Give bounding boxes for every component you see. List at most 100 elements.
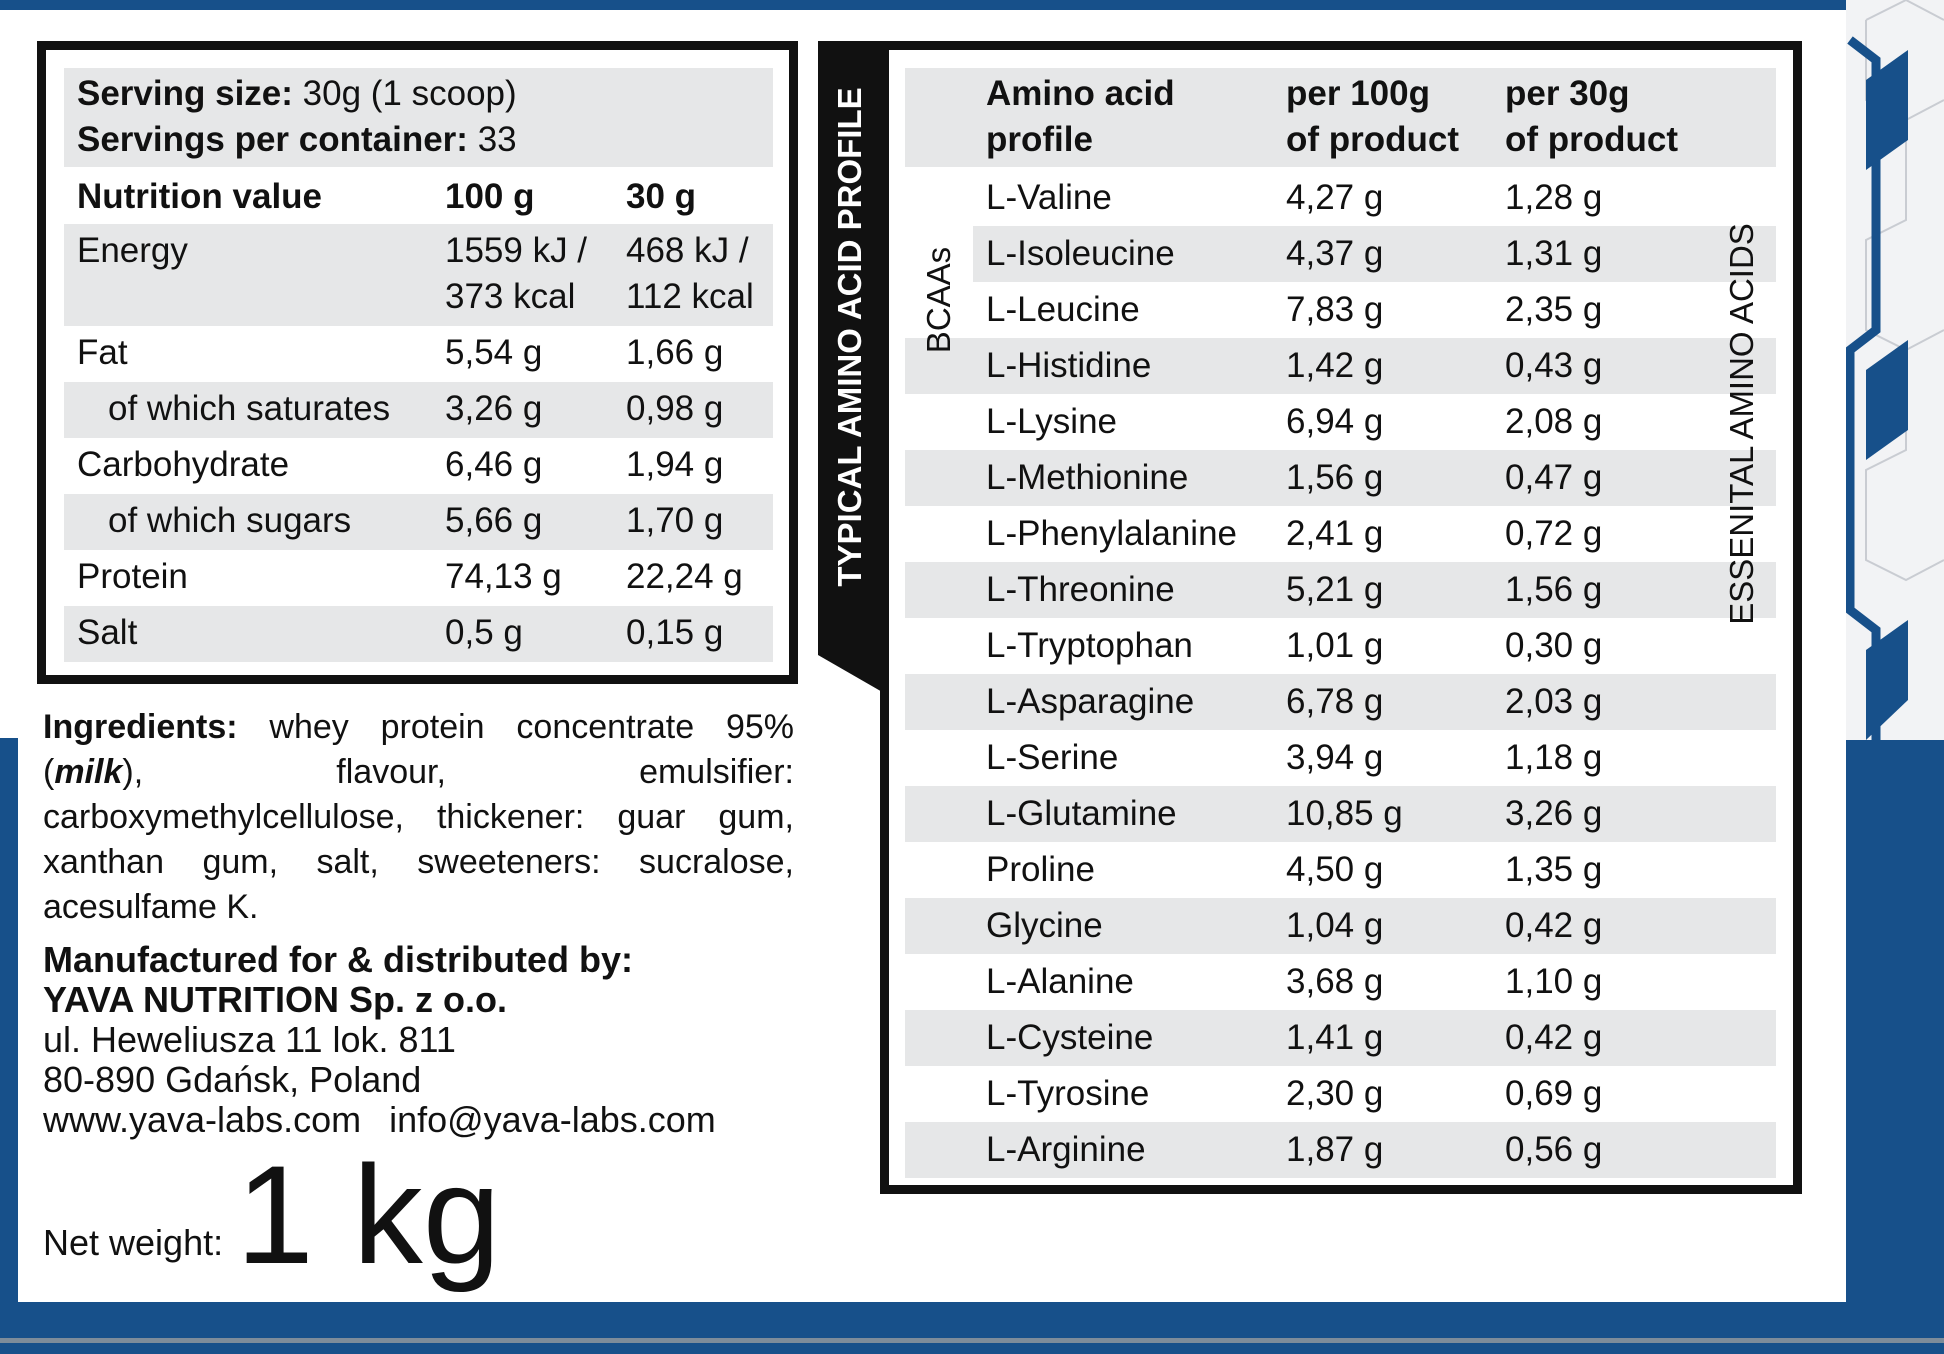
side-title: TYPICAL AMINO ACID PROFILE (831, 87, 868, 586)
cell: L-Threonine (986, 570, 1175, 609)
nutrition-row: Salt 0,5 g 0,15 g (64, 606, 773, 662)
cell: L-Asparagine (986, 682, 1195, 721)
email: info@yava-labs.com (389, 1099, 716, 1140)
bcaa-label: BCAAs (920, 246, 957, 354)
amino-header: Amino acid profile per 100g of product per 3… (905, 68, 1776, 167)
cell-line: Amino acid (986, 74, 1175, 113)
cell: 0,5 g (445, 613, 523, 652)
cell: L-Histidine (986, 346, 1152, 385)
nutrition-row: Carbohydrate 6,46 g 1,94 g (64, 438, 773, 494)
cell: Protein (77, 557, 188, 596)
company: YAVA NUTRITION Sp. z o.o. (43, 979, 508, 1020)
cell: Glycine (986, 906, 1103, 945)
amino-row: L-Methionine 1,56 g 0,47 g (905, 450, 1776, 506)
cell: Nutrition value (77, 177, 323, 216)
essential-label: ESSENITAL AMINO ACIDS (1723, 223, 1760, 625)
cell: per 100g of product (1286, 71, 1459, 163)
serving-label: Serving size: (77, 74, 293, 113)
cell: L-Cysteine (986, 1018, 1154, 1057)
cell: 5,66 g (445, 501, 543, 540)
cell: 0,98 g (626, 389, 724, 428)
cell: 0,56 g (1505, 1130, 1603, 1169)
cell: L-Tyrosine (986, 1074, 1150, 1113)
cell: 1,56 g (1505, 570, 1603, 609)
cell: Carbohydrate (77, 445, 290, 484)
cell: 1,28 g (1505, 178, 1603, 217)
amino-row: L-Threonine 5,21 g 1,56 g (905, 562, 1776, 618)
cell: 6,78 g (1286, 682, 1384, 721)
amino-row: L-Isoleucine 4,37 g 1,31 g (973, 226, 1776, 282)
cell: 1,35 g (1505, 850, 1603, 889)
serving-value: 30g (1 scoop) (302, 74, 517, 113)
cell: 1,42 g (1286, 346, 1384, 385)
cell: L-Serine (986, 738, 1119, 777)
cell-line: 468 kJ / (626, 231, 749, 270)
net-weight: 1 kg (236, 1136, 501, 1293)
decor (1846, 0, 1944, 760)
amino-row: L-Histidine 1,42 g 0,43 g (905, 338, 1776, 394)
cell: 3,26 g (1505, 794, 1603, 833)
cell: 22,24 g (626, 557, 743, 596)
amino-row: L-Asparagine 6,78 g 2,03 g (905, 674, 1776, 730)
cell: L-Alanine (986, 962, 1134, 1001)
cell: 7,83 g (1286, 290, 1384, 329)
nutrition-row: of which saturates 3,26 g 0,98 g (64, 382, 773, 438)
cell: L-Tryptophan (986, 626, 1193, 665)
cell: 30 g (626, 177, 697, 216)
cell: 0,72 g (1505, 514, 1603, 553)
amino-row: L-Arginine 1,87 g 0,56 g (905, 1122, 1776, 1178)
ingredients-text: ), flavour, emulsifier: carboxymethylcel… (43, 753, 794, 926)
nutrition-row: Energy 1559 kJ / 373 kcal 468 kJ / 112 kcal (64, 224, 773, 326)
cell: Energy (77, 231, 188, 270)
amino-row: L-Alanine 3,68 g 1,10 g (905, 954, 1776, 1010)
cell: L-Methionine (986, 458, 1189, 497)
cell-line: of product (1505, 120, 1679, 159)
cell: 2,30 g (1286, 1074, 1384, 1113)
cell-line: 1559 kJ / (445, 231, 588, 270)
cell: 0,47 g (1505, 458, 1603, 497)
cell: 5,54 g (445, 333, 543, 372)
cell: 0,30 g (1505, 626, 1603, 665)
address: 80-890 Gdańsk, Poland (43, 1059, 422, 1100)
amino-row: L-Tyrosine 2,30 g 0,69 g (905, 1066, 1776, 1122)
cell: 0,42 g (1505, 1018, 1603, 1057)
cell: 1,56 g (1286, 458, 1384, 497)
cell: Amino acid profile (986, 71, 1175, 163)
ingredients-text: whey protein concentrate 95% ( (43, 708, 794, 791)
cell: 4,27 g (1286, 178, 1384, 217)
amino-row: L-Serine 3,94 g 1,18 g (905, 730, 1776, 786)
cell-line: profile (986, 120, 1093, 159)
cell: L-Leucine (986, 290, 1140, 329)
cell-line: 373 kcal (445, 277, 576, 316)
cell: 3,94 g (1286, 738, 1384, 777)
amino-row: Glycine 1,04 g 0,42 g (905, 898, 1776, 954)
cell: L-Isoleucine (986, 234, 1175, 273)
cell: 0,15 g (626, 613, 724, 652)
header-row: Nutrition value 100 g 30 g (64, 170, 773, 224)
nutrition-row: Protein 74,13 g 22,24 g (64, 550, 773, 606)
top-stripe (0, 0, 1856, 10)
cell: L-Glutamine (986, 794, 1177, 833)
cell: 0,42 g (1505, 906, 1603, 945)
ingredients: Ingredients: whey protein concentrate 95… (43, 705, 794, 930)
cell: 6,94 g (1286, 402, 1384, 441)
amino-row: L-Glutamine 10,85 g 3,26 g (905, 786, 1776, 842)
cell: 2,41 g (1286, 514, 1384, 553)
cell: 1,94 g (626, 445, 724, 484)
cell: 1,41 g (1286, 1018, 1384, 1057)
manufacturer-heading: Manufactured for & distributed by: (43, 939, 634, 980)
cell: 3,68 g (1286, 962, 1384, 1001)
cell: 3,26 g (445, 389, 543, 428)
ingredients-label: Ingredients: (43, 708, 238, 746)
nutrition-row: of which sugars 5,66 g 1,70 g (64, 494, 773, 550)
cell: 2,08 g (1505, 402, 1603, 441)
serving-row: Serving size: 30g (1 scoop) Servings per … (64, 68, 773, 167)
allergen: milk (54, 753, 123, 791)
cell-line: of product (1286, 120, 1460, 159)
cell: 1,66 g (626, 333, 724, 372)
serving-size: Serving size: 30g (1 scoop) (77, 71, 517, 117)
cell: 1,01 g (1286, 626, 1384, 665)
cell: 100 g (445, 177, 535, 216)
cell: Salt (77, 613, 138, 652)
